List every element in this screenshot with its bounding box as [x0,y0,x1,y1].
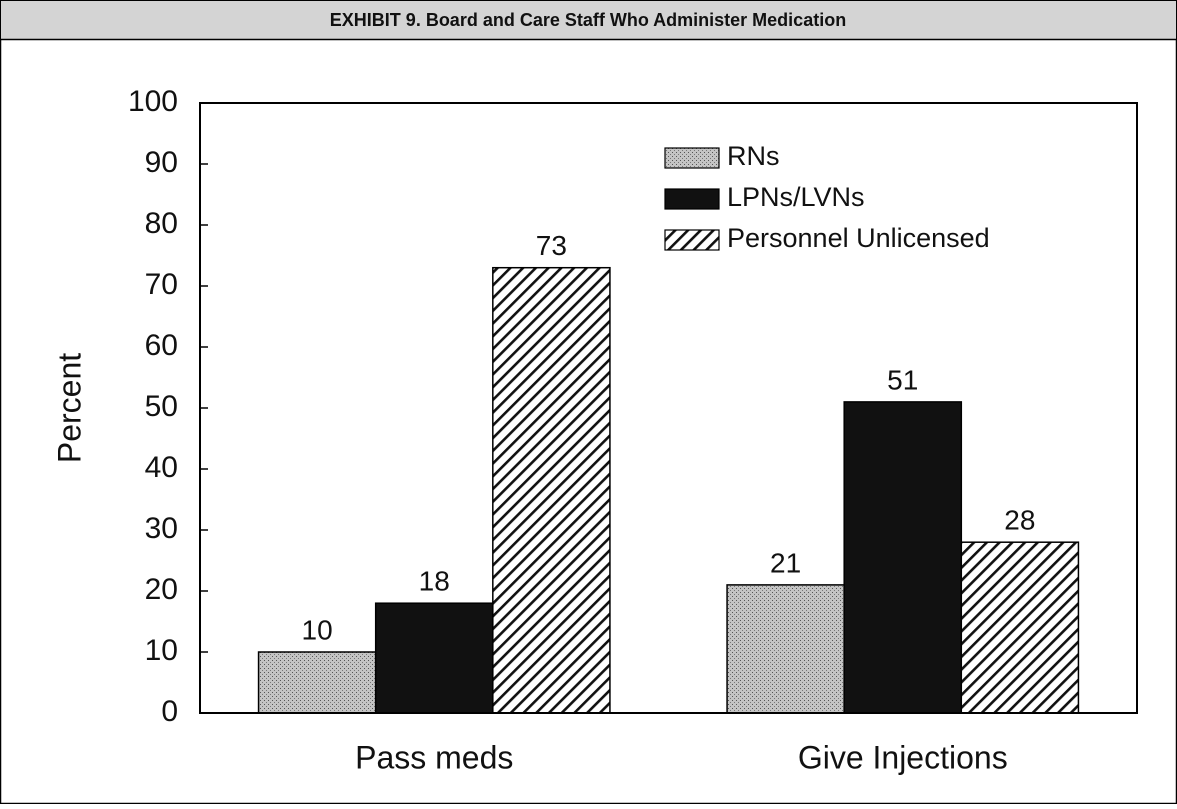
y-tick-label: 60 [145,329,178,362]
y-tick-label: 50 [145,390,178,423]
value-label: 21 [770,547,801,578]
y-tick-label: 40 [145,451,178,484]
x-tick-label: Give Injections [798,739,1008,775]
y-tick-label: 70 [145,268,178,301]
legend-label: RNs [727,141,780,171]
chart-title: EXHIBIT 9. Board and Care Staff Who Admi… [330,10,846,30]
value-label: 18 [419,566,450,597]
bar [257,651,377,714]
legend-label: Personnel Unlicensed [727,223,990,253]
y-tick-label: 90 [145,146,178,179]
bar [726,584,845,714]
bar [960,541,1080,714]
legend-label: LPNs/LVNs [727,182,865,212]
legend-swatch [664,147,720,169]
y-tick-label: 20 [145,573,178,606]
y-tick-label: 30 [145,512,178,545]
value-label: 73 [536,230,567,261]
x-tick-label: Pass meds [355,739,513,775]
legend-swatch [664,188,720,210]
y-tick-label: 80 [145,207,178,240]
legend-swatch [664,229,720,251]
bar [374,602,494,714]
y-tick-label: 100 [128,85,178,118]
header-bg [1,1,1176,39]
y-tick-label: 0 [161,695,178,728]
plot-frame [199,102,1138,714]
value-label: 10 [302,614,333,645]
y-tick-label: 10 [145,634,178,667]
value-label: 28 [1004,505,1035,536]
y-axis-label: Percent [51,353,87,463]
bar [492,266,611,714]
value-label: 51 [887,364,918,395]
bar [843,401,963,714]
